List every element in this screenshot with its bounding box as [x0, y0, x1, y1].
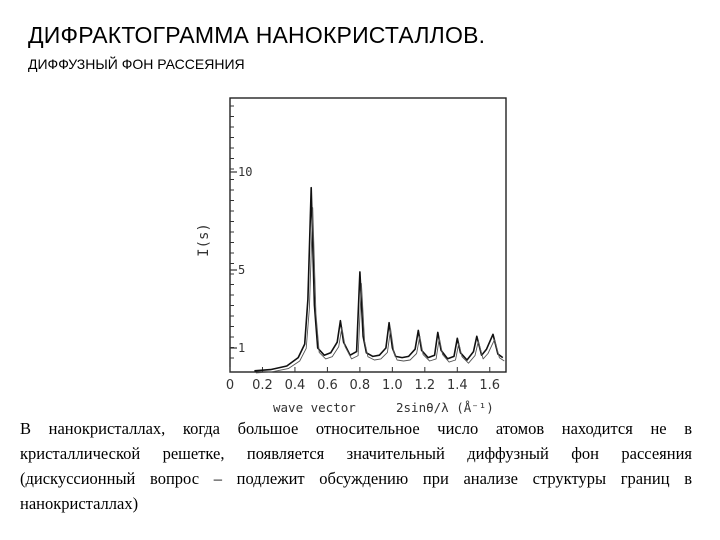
x-tick-label: 0: [226, 378, 234, 393]
y-axis-label: I(s): [196, 223, 212, 257]
x-tick-label: 1.6: [479, 378, 500, 393]
y-tick-label: 10: [238, 165, 252, 179]
x-tick-label: 1.0: [382, 378, 403, 393]
x-tick-label: 1.2: [414, 378, 435, 393]
intensity-curve-secondary: [255, 207, 505, 374]
y-tick-label: 1: [238, 341, 245, 355]
chart-canvas: 1 5 10 I(s) 0 0.2 0.4 0.6 0.8 1.0 1.2 1.4 1.6 wave ve…: [196, 97, 507, 415]
x-axis-label-right: 2sinθ/λ (Å⁻¹): [396, 400, 494, 415]
x-tick-label: 0.2: [252, 378, 273, 393]
diffraction-chart: 1 5 10 I(s) 0 0.2 0.4 0.6 0.8 1.0 1.2 1.4 1.6 wave ve…: [178, 92, 518, 418]
slide-title: ДИФРАКТОГРАММА НАНОКРИСТАЛЛОВ.: [28, 22, 486, 48]
x-tick-label: 0.6: [317, 378, 338, 393]
slide-subtitle: ДИФФУЗНЫЙ ФОН РАССЕЯНИЯ: [28, 56, 245, 72]
y-tick-label: 5: [238, 263, 245, 277]
plot-frame: [229, 97, 507, 373]
intensity-curve: [254, 186, 504, 372]
x-tick-label: 0.4: [285, 378, 306, 393]
body-text: В нанокристаллах, когда большое относите…: [20, 419, 692, 513]
x-axis-label-left: wave vector: [273, 400, 356, 415]
x-tick-label: 1.4: [447, 378, 468, 393]
x-tick-label: 0.8: [350, 378, 371, 393]
